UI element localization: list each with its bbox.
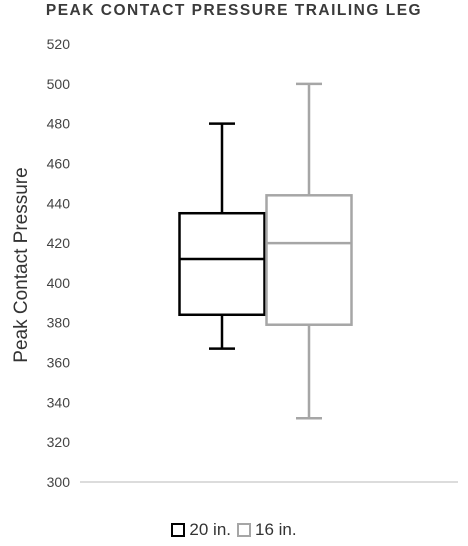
y-tick-label: 500	[47, 76, 71, 92]
y-tick-label: 400	[47, 275, 71, 291]
legend-swatch	[171, 523, 186, 537]
y-tick-label: 440	[47, 195, 71, 211]
y-tick-label: 320	[47, 434, 71, 450]
y-tick-label: 300	[47, 474, 71, 490]
y-tick-label: 460	[47, 155, 71, 171]
y-tick-label: 420	[47, 235, 71, 251]
chart-title: PEAK CONTACT PRESSURE TRAILING LEG	[45, 2, 423, 19]
y-tick-label: 480	[47, 116, 71, 132]
legend-item: 20 in.	[171, 520, 231, 540]
y-tick-label: 360	[47, 355, 71, 371]
y-tick-label: 340	[47, 394, 71, 410]
legend-label: 20 in.	[189, 520, 231, 539]
iqr-box	[265, 194, 353, 326]
y-axis-ticks: 300 320 340 360 380 400 420 440 460 480 500 520	[47, 36, 71, 490]
box-16in	[265, 82, 353, 420]
legend: 20 in. 16 in.	[0, 520, 468, 542]
y-axis-label: Peak Contact Pressure	[11, 167, 32, 362]
legend-item: 16 in.	[237, 520, 297, 540]
iqr-box	[178, 211, 266, 317]
y-tick-label: 520	[47, 36, 71, 52]
box-series	[178, 82, 353, 420]
legend-swatch	[237, 523, 251, 537]
legend-label: 16 in.	[255, 520, 297, 539]
y-tick-label: 380	[47, 315, 71, 331]
box-20in	[178, 122, 266, 350]
